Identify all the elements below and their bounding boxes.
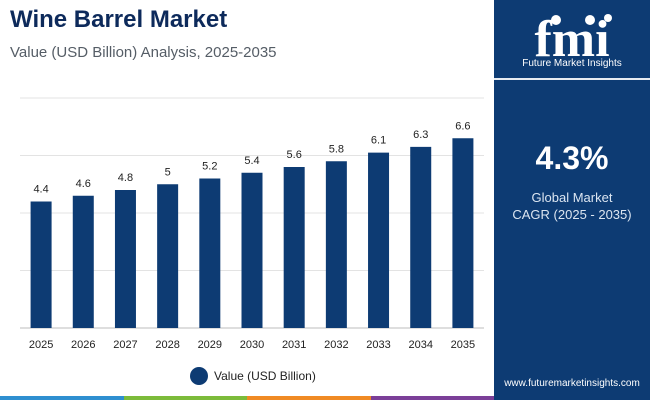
accent-segment-blue <box>0 396 124 400</box>
data-label-2029: 5.2 <box>202 161 217 173</box>
legend-label: Value (USD Billion) <box>214 369 316 383</box>
x-tick-2028: 2028 <box>155 339 179 351</box>
cagr-label-line2: CAGR (2025 - 2035) <box>512 207 632 222</box>
accent-strip <box>0 396 494 400</box>
bar-2028 <box>157 184 179 328</box>
x-tick-2032: 2032 <box>324 339 348 351</box>
data-label-2032: 5.8 <box>329 143 344 155</box>
chart-legend: Value (USD Billion) <box>190 366 316 386</box>
logo-text: Future Market Insights <box>522 58 622 69</box>
bar-2025 <box>30 201 52 328</box>
data-label-2034: 6.3 <box>413 129 428 141</box>
bar-2031 <box>283 167 305 328</box>
data-label-2027: 4.8 <box>118 172 133 184</box>
fmi-logo: fmi <box>534 11 612 68</box>
data-label-2026: 4.6 <box>76 178 91 190</box>
data-label-2028: 5 <box>165 166 171 178</box>
x-tick-2029: 2029 <box>198 339 222 351</box>
website-link[interactable]: www.futuremarketinsights.com <box>504 378 640 389</box>
bar-chart: 4.4 2025 4.6 2026 4.8 2027 5 2028 5.2 2029 5.4 2030… <box>20 97 484 351</box>
bar-2030 <box>241 172 263 328</box>
panel-divider <box>494 78 650 80</box>
info-panel: fmi Future Market Insights 4.3% Global M… <box>494 0 650 400</box>
data-label-2033: 6.1 <box>371 135 386 147</box>
x-tick-2035: 2035 <box>451 339 475 351</box>
svg-text:fmi: fmi <box>534 11 609 68</box>
chart-subtitle: Value (USD Billion) Analysis, 2025-2035 <box>10 44 277 61</box>
x-tick-2034: 2034 <box>408 339 432 351</box>
cagr-label-line1: Global Market <box>531 190 613 205</box>
accent-segment-orange <box>247 396 371 400</box>
chart-title: Wine Barrel Market <box>10 6 228 33</box>
x-tick-2025: 2025 <box>29 339 53 351</box>
bar-2034 <box>410 146 432 328</box>
accent-segment-green <box>123 396 247 400</box>
data-label-2035: 6.6 <box>455 120 470 132</box>
x-tick-2027: 2027 <box>113 339 137 351</box>
bar-2035 <box>452 138 474 328</box>
x-tick-2031: 2031 <box>282 339 306 351</box>
bar-2032 <box>325 161 347 328</box>
bar-2027 <box>114 190 136 328</box>
bar-2029 <box>199 178 221 328</box>
cagr-value: 4.3% <box>535 140 609 176</box>
accent-segment-purple <box>370 396 494 400</box>
legend-swatch <box>190 367 208 385</box>
x-tick-2033: 2033 <box>366 339 390 351</box>
bar-2026 <box>72 195 94 328</box>
bar-2033 <box>368 152 390 328</box>
data-label-2031: 5.6 <box>287 149 302 161</box>
data-label-2030: 5.4 <box>244 155 259 167</box>
x-tick-2030: 2030 <box>240 339 264 351</box>
data-label-2025: 4.4 <box>33 184 48 196</box>
x-tick-2026: 2026 <box>71 339 95 351</box>
